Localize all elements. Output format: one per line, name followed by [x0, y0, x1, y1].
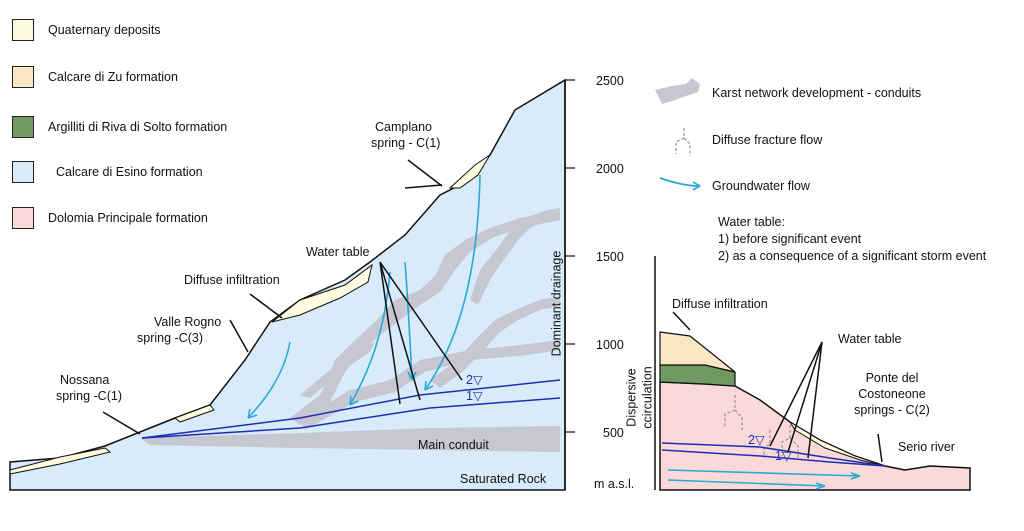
karst-conduits-left	[140, 208, 560, 452]
dolomia-swatch	[12, 207, 34, 229]
fracture-flow-icon	[675, 128, 691, 156]
campiano-label-2: spring - C(1)	[371, 136, 441, 150]
water-table-2-marker-right: 2▽	[748, 433, 765, 447]
legend-label-fracture: Diffuse fracture flow	[712, 133, 823, 147]
ponte-label-2: Costoneone	[858, 387, 926, 401]
dispersive-label: Dispersive	[624, 368, 639, 427]
legend-label-conduits: Karst network development - conduits	[712, 86, 922, 100]
axis-unit: m a.s.l.	[594, 477, 635, 491]
legend-label-groundwater: Groundwater flow	[712, 179, 810, 193]
water-table-lines-left	[141, 379, 561, 439]
tick-500: 500	[603, 426, 624, 440]
conduit-icon	[655, 78, 700, 104]
quaternary-deposit-1	[9, 447, 112, 475]
quaternary-swatch	[12, 19, 34, 41]
quaternary-deposit-right	[789, 421, 886, 467]
riva-swatch	[12, 116, 34, 138]
water-table-lines-right	[661, 442, 886, 467]
nossana-label-1: Nossana	[60, 373, 110, 387]
valle-rogno-label-1: Valle Rogno	[154, 315, 222, 329]
fracture-flow-right	[724, 395, 799, 458]
tick-2500: 2500	[596, 74, 624, 88]
water-table-1-marker-right: 1▽	[775, 449, 792, 463]
tick-2000: 2000	[596, 162, 624, 176]
valle-rogno-label-2: spring -C(3)	[137, 331, 203, 345]
water-table-1-marker-left: 1▽	[466, 389, 483, 403]
legend-label-zu: Calcare di Zu formation	[48, 70, 178, 84]
campiano-label-1: Camplano	[375, 120, 432, 134]
zu-swatch	[12, 66, 34, 88]
quaternary-deposit-3	[271, 263, 373, 323]
water-table-note-line1: 1) before significant event	[718, 232, 862, 246]
axis-ticks	[565, 79, 575, 433]
ponte-label-3: springs - C(2)	[854, 403, 930, 417]
quaternary-deposit-2	[173, 404, 215, 423]
ponte-label-1: Ponte del	[865, 371, 919, 385]
serio-river-label: Serio river	[898, 440, 955, 454]
tick-1500: 1500	[596, 250, 624, 264]
leader-lines-left	[102, 159, 463, 435]
main-conduit-label: Main conduit	[418, 438, 489, 452]
legend-label-quaternary: Quaternary deposits	[48, 23, 161, 37]
nossana-label-2: spring -C(1)	[56, 389, 122, 403]
legend-label-dolomia: Dolomia Principale formation	[48, 211, 208, 225]
circulation-label: ccirculation	[640, 366, 655, 429]
water-table-2-marker-left: 2▽	[466, 373, 483, 387]
tick-1000: 1000	[596, 338, 624, 352]
dominant-drainage-label: Dominant drainage	[549, 250, 564, 357]
leader-lines-right	[672, 311, 883, 463]
water-table-label-left: Water table	[306, 245, 370, 259]
zu-formation-right	[659, 331, 736, 373]
saturated-rock-label: Saturated Rock	[460, 472, 547, 486]
legend-label-esino: Calcare di Esino formation	[56, 165, 203, 179]
groundwater-flow-arrows-right	[667, 469, 861, 490]
esino-swatch	[12, 161, 34, 183]
legend-label-riva: Argilliti di Riva di Solto formation	[48, 120, 228, 134]
water-table-note-line2: 2) as a consequence of a significant sto…	[718, 249, 987, 263]
diffuse-infiltration-label-right: Diffuse infiltration	[672, 297, 768, 311]
water-table-note-title: Water table:	[718, 215, 785, 229]
diffuse-infiltration-label-left: Diffuse infiltration	[184, 273, 280, 287]
water-table-label-right: Water table	[838, 332, 902, 346]
groundwater-arrow-icon	[659, 177, 701, 191]
quaternary-deposit-4	[448, 154, 491, 189]
